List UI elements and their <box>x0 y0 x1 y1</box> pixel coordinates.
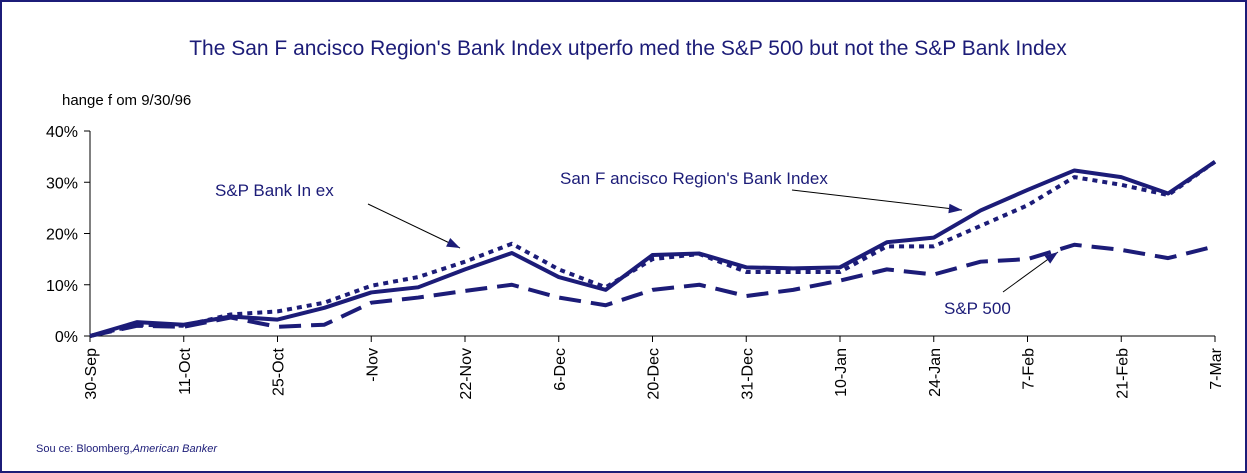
series-label: S&P Bank In ex <box>215 181 334 200</box>
y-tick-label: 20% <box>46 227 78 244</box>
series-line <box>89 160 1217 338</box>
series-line <box>89 242 1216 338</box>
source: Sou ce: Bloomberg,American Banker <box>36 443 218 455</box>
annotation-arrow <box>367 203 461 249</box>
x-tick-label: 7-Mar <box>1208 347 1225 389</box>
x-tick-label: 24-Jan <box>927 348 944 397</box>
x-tick-label: 22-Nov <box>458 348 475 400</box>
series-label: S&P 500 <box>944 299 1011 318</box>
x-tick-label: 6-Dec <box>552 348 569 391</box>
x-tick-label: 10-Jan <box>833 348 850 397</box>
x-tick-label: 25-Oct <box>271 347 288 396</box>
series-label: San F ancisco Region's Bank Index <box>560 169 828 188</box>
arrow-head <box>1044 252 1058 264</box>
x-tick-label: 30-Sep <box>83 348 100 400</box>
annotation-arrow <box>791 189 963 211</box>
y-tick-label: 40% <box>46 124 78 141</box>
source-italic: American Banker <box>132 443 219 455</box>
x-tick-label: 31-Dec <box>739 348 756 400</box>
arrow-head <box>948 203 962 214</box>
x-tick-label: 20-Dec <box>646 348 663 400</box>
source-text: Sou ce: Bloomberg, <box>36 443 133 455</box>
chart-title: The San F ancisco Region's Bank Index ut… <box>189 37 1067 60</box>
arrow-head <box>446 237 460 248</box>
y-tick-label: 30% <box>46 175 78 192</box>
y-tick-label: 10% <box>46 278 78 295</box>
chart-subtitle: hange f om 9/30/96 <box>62 92 191 109</box>
x-tick-label: 11-Oct <box>177 347 194 394</box>
series-line <box>89 160 1217 338</box>
x-tick-label: 7-Feb <box>1021 348 1038 390</box>
x-tick-label: -Nov <box>364 348 381 382</box>
x-tick-label: 21-Feb <box>1114 348 1131 399</box>
y-tick-label: 0% <box>55 329 78 346</box>
